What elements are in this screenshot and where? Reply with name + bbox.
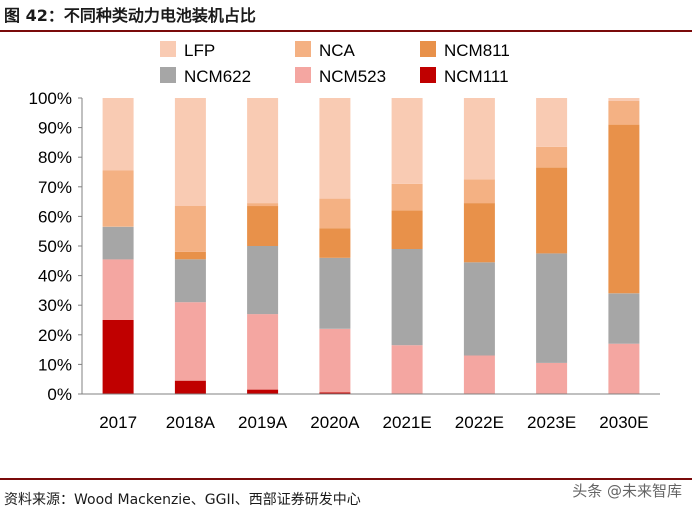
bar-segment-nca-2020a (319, 198, 351, 229)
bar-segment-ncm811-2019a (247, 206, 279, 246)
bar-segment-ncm622-2022e (463, 262, 495, 356)
y-tick-label: 50% (38, 237, 72, 256)
stacked-bar-chart: LFP NCA NCM811 NCM622 NCM523 NCM111 0% 10% 20% 3… (29, 41, 660, 432)
bar-segment-ncm111-2020a (319, 392, 351, 394)
legend-label-ncm523: NCM523 (319, 67, 386, 86)
legend-label-nca: NCA (319, 41, 356, 60)
x-tick-label: 2021E (383, 413, 432, 432)
legend-swatch-lfp (160, 41, 176, 57)
bar-segment-nca-2022e (463, 179, 495, 204)
bar-segment-ncm811-2022e (463, 203, 495, 263)
bar-segment-ncm622-2017 (102, 226, 134, 260)
bars (102, 98, 640, 394)
title-rule (0, 30, 692, 32)
y-tick-label: 40% (38, 267, 72, 286)
legend-swatch-ncm111 (420, 67, 436, 83)
bar-segment-lfp-2030e (608, 98, 640, 101)
bar-segment-lfp-2019a (247, 98, 279, 204)
bar-segment-nca-2021e (391, 183, 423, 211)
bar-segment-nca-2030e (608, 101, 640, 125)
legend-swatch-ncm523 (295, 67, 311, 83)
bar-segment-ncm811-2030e (608, 124, 640, 294)
y-tick-label: 20% (38, 326, 72, 345)
bar-segment-nca-2023e (536, 146, 568, 168)
x-tick-label: 2019A (238, 413, 288, 432)
legend-label-ncm622: NCM622 (184, 67, 251, 86)
chart-title: 图 42：不同种类动力电池装机占比 (4, 6, 256, 25)
bar-segment-ncm622-2019a (247, 246, 279, 315)
bar-segment-ncm622-2021e (391, 249, 423, 346)
bar-segment-ncm811-2023e (536, 167, 568, 254)
x-tick-label: 2023E (527, 413, 576, 432)
bar-segment-ncm111-2017 (102, 320, 134, 394)
bar-segment-ncm622-2020a (319, 257, 351, 329)
y-tick-label: 80% (38, 148, 72, 167)
bar-segment-nca-2018a (174, 206, 206, 252)
bar-segment-ncm811-2020a (319, 228, 351, 258)
bar-segment-lfp-2017 (102, 98, 134, 171)
bar-segment-nca-2017 (102, 170, 134, 227)
x-tick-label: 2017 (99, 413, 137, 432)
watermark: 头条 @未来智库 (572, 480, 682, 501)
bar-segment-lfp-2020a (319, 98, 351, 199)
y-tick-label: 10% (38, 355, 72, 374)
bar-segment-ncm622-2030e (608, 293, 640, 344)
bar-segment-ncm523-2023e (536, 362, 568, 394)
bar-segment-ncm523-2021e (391, 345, 423, 394)
legend-swatch-ncm811 (420, 41, 436, 57)
legend-label-ncm811: NCM811 (444, 41, 510, 60)
y-tick-label: 60% (38, 207, 72, 226)
bar-segment-ncm111-2018a (174, 380, 206, 394)
bar-segment-ncm622-2023e (536, 253, 568, 363)
bar-segment-ncm523-2020a (319, 328, 351, 393)
legend-label-lfp: LFP (184, 41, 215, 60)
x-tick-label: 2022E (455, 413, 504, 432)
bar-segment-ncm523-2019a (247, 314, 279, 390)
x-axis: 2017 2018A 2019A 2020A 2021E 2022E 2023E 2030E (82, 393, 660, 432)
bar-segment-lfp-2018a (174, 98, 206, 206)
bar-segment-lfp-2023e (536, 98, 568, 147)
source-note: 资料来源：Wood Mackenzie、GGII、西部证券研发中心 (4, 492, 361, 508)
bar-segment-lfp-2021e (391, 98, 423, 184)
bar-segment-ncm523-2018a (174, 302, 206, 381)
y-tick-label: 90% (38, 119, 72, 138)
legend: LFP NCA NCM811 NCM622 NCM523 NCM111 (160, 41, 510, 86)
legend-swatch-nca (295, 41, 311, 57)
y-axis: 0% 10% 20% 30% 40% 50% 60% 70% 80% 90% 100% (29, 89, 83, 404)
y-tick-label: 0% (47, 385, 72, 404)
watermark-text: 头条 @未来智库 (572, 482, 682, 500)
x-tick-label: 2018A (166, 413, 216, 432)
bar-segment-ncm811-2018a (174, 251, 206, 260)
bar-segment-ncm523-2017 (102, 259, 134, 320)
bar-segment-ncm622-2018a (174, 259, 206, 303)
bar-segment-lfp-2022e (463, 98, 495, 180)
bar-segment-nca-2019a (247, 203, 279, 207)
legend-swatch-ncm622 (160, 67, 176, 83)
y-tick-label: 70% (38, 178, 72, 197)
x-tick-label: 2030E (599, 413, 648, 432)
footer-rule (0, 478, 692, 480)
y-tick-label: 30% (38, 296, 72, 315)
bar-segment-ncm523-2030e (608, 343, 640, 394)
bar-segment-ncm523-2022e (463, 355, 495, 394)
bar-segment-ncm111-2019a (247, 389, 279, 394)
legend-label-ncm111: NCM111 (444, 67, 509, 86)
x-tick-label: 2020A (310, 413, 360, 432)
bar-segment-ncm811-2021e (391, 210, 423, 249)
y-tick-label: 100% (29, 89, 72, 108)
